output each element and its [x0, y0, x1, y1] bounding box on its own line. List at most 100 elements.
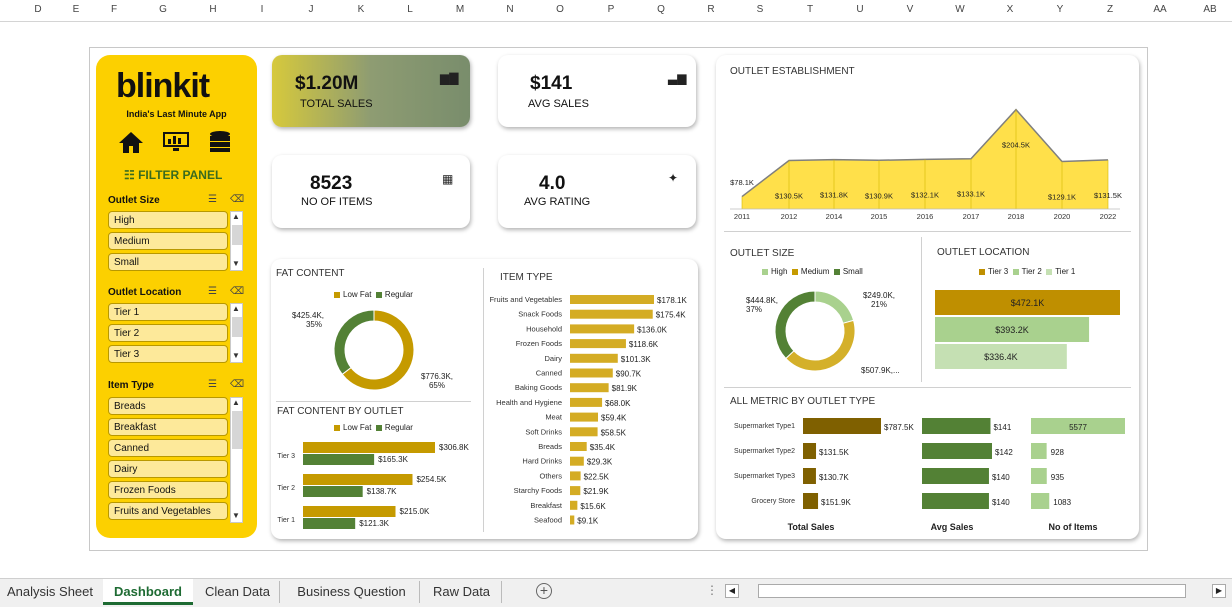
- clear-filter-icon[interactable]: ⌫: [230, 379, 245, 390]
- data-label: $15.6K: [580, 502, 606, 511]
- fat-by-outlet-title: FAT CONTENT BY OUTLET: [277, 406, 404, 417]
- slicer-item[interactable]: Breakfast: [108, 418, 228, 436]
- multi-select-icon[interactable]: ☰: [208, 286, 217, 297]
- slicer-item[interactable]: Dairy: [108, 460, 228, 478]
- row-label: Supermarket Type3: [734, 473, 795, 480]
- tick-label: 2020: [1054, 212, 1071, 221]
- column-header[interactable]: N: [506, 4, 514, 15]
- add-sheet-icon[interactable]: +: [536, 583, 552, 599]
- column-header[interactable]: F: [110, 4, 118, 15]
- slicer-item[interactable]: Tier 3: [108, 345, 228, 363]
- slicer-item[interactable]: Tier 2: [108, 324, 228, 342]
- data-label: $129.1K: [1048, 192, 1076, 201]
- tab-business-question[interactable]: Business Question: [284, 581, 420, 603]
- column-header[interactable]: I: [260, 4, 264, 15]
- scroll-up-icon[interactable]: ▲: [232, 398, 240, 407]
- column-header[interactable]: P: [607, 4, 615, 15]
- column-header[interactable]: W: [955, 4, 965, 15]
- scroll-thumb[interactable]: [232, 411, 242, 449]
- column-header[interactable]: G: [159, 4, 167, 15]
- column-header[interactable]: E: [72, 4, 80, 15]
- column-header[interactable]: R: [707, 4, 715, 15]
- scroll-up-icon[interactable]: ▲: [232, 212, 240, 221]
- scroll-right-icon[interactable]: ▶: [1212, 584, 1226, 598]
- tick-label: 2017: [963, 212, 980, 221]
- slicer-item[interactable]: Small: [108, 253, 228, 271]
- column-label: No of Items: [1048, 522, 1097, 532]
- clear-filter-icon[interactable]: ⌫: [230, 286, 245, 297]
- outlet-location-title: OUTLET LOCATION: [937, 247, 1030, 258]
- slicer-item[interactable]: High: [108, 211, 228, 229]
- column-header[interactable]: Y: [1056, 4, 1064, 15]
- tab-clean-data[interactable]: Clean Data: [196, 581, 280, 603]
- filter-panel-label: FILTER PANEL: [138, 168, 223, 182]
- clear-filter-icon[interactable]: ⌫: [230, 194, 245, 205]
- bar: [570, 471, 581, 481]
- area-line: [741, 108, 1109, 198]
- slicer-item[interactable]: Medium: [108, 232, 228, 250]
- data-label: $132.1K: [911, 190, 939, 199]
- column-header[interactable]: S: [756, 4, 764, 15]
- database-icon[interactable]: [208, 130, 232, 154]
- data-label: $178.1K: [657, 296, 687, 305]
- scroll-down-icon[interactable]: ▼: [232, 259, 240, 268]
- column-header[interactable]: U: [856, 4, 864, 15]
- dashboard-icon[interactable]: [162, 131, 190, 153]
- bar: [303, 454, 375, 465]
- slicer-scrollbar[interactable]: ▲ ▼: [230, 303, 243, 363]
- column-header[interactable]: V: [906, 4, 914, 15]
- filter-panel: blinkit India's Last Minute App ☷ FILTER…: [96, 55, 257, 538]
- tab-dashboard[interactable]: Dashboard: [103, 579, 193, 605]
- scroll-thumb[interactable]: [232, 317, 242, 337]
- bar: [803, 443, 817, 459]
- legend-low-fat: Low Fat: [343, 290, 372, 299]
- legend-high: High: [771, 267, 788, 276]
- bar: [922, 418, 991, 434]
- metric-by-outlet-chart: Supermarket Type1 $787.5K $141 5577 Supermar…: [734, 418, 1125, 532]
- tab-analysis-sheet[interactable]: Analysis Sheet: [7, 584, 93, 599]
- column-header[interactable]: K: [357, 4, 365, 15]
- column-header[interactable]: Q: [657, 4, 665, 15]
- size-small-label: $444.8K, 37%: [746, 296, 779, 314]
- slicer-item[interactable]: Fruits and Vegetables: [108, 502, 228, 520]
- column-header[interactable]: AA: [1153, 4, 1167, 15]
- column-header[interactable]: O: [556, 4, 564, 15]
- bar: [570, 500, 578, 510]
- slicer-item[interactable]: Frozen Foods: [108, 481, 228, 499]
- outlet-location-slicer-title: Outlet Location: [108, 287, 182, 298]
- category-label: Breakfast: [530, 501, 563, 510]
- more-options-icon[interactable]: ⋮: [706, 583, 718, 597]
- filter-icon: ☷: [124, 168, 139, 182]
- slicer-item[interactable]: Tier 1: [108, 303, 228, 321]
- data-label: $35.4K: [590, 443, 616, 452]
- scroll-thumb[interactable]: [232, 225, 242, 245]
- multi-select-icon[interactable]: ☰: [208, 379, 217, 390]
- column-header[interactable]: X: [1006, 4, 1014, 15]
- tab-raw-data[interactable]: Raw Data: [422, 581, 502, 603]
- column-header[interactable]: H: [209, 4, 217, 15]
- scroll-down-icon[interactable]: ▼: [232, 351, 240, 360]
- horizontal-scrollbar[interactable]: [758, 584, 1186, 598]
- data-label: $130.5K: [775, 192, 803, 201]
- scroll-left-icon[interactable]: ◀: [725, 584, 739, 598]
- home-icon[interactable]: [118, 130, 144, 154]
- data-label: 935: [1051, 473, 1065, 482]
- column-header[interactable]: T: [806, 4, 814, 15]
- kpi-total-sales: $1.20M TOTAL SALES ▆▇: [272, 55, 470, 127]
- column-header[interactable]: J: [308, 4, 314, 15]
- slicer-scrollbar[interactable]: ▲ ▼: [230, 211, 243, 271]
- tick-label: 2011: [734, 212, 750, 221]
- scroll-down-icon[interactable]: ▼: [232, 511, 240, 520]
- slicer-scrollbar[interactable]: ▲ ▼: [230, 397, 243, 523]
- scroll-up-icon[interactable]: ▲: [232, 304, 240, 313]
- slicer-item[interactable]: Breads: [108, 397, 228, 415]
- column-header[interactable]: AB: [1203, 4, 1217, 15]
- column-header[interactable]: M: [455, 4, 465, 15]
- slicer-item[interactable]: Canned: [108, 439, 228, 457]
- multi-select-icon[interactable]: ☰: [208, 194, 217, 205]
- column-header[interactable]: L: [407, 4, 413, 15]
- fat-content-legend: Low Fat Regular: [334, 290, 413, 299]
- column-header[interactable]: Z: [1106, 4, 1114, 15]
- column-header[interactable]: D: [34, 4, 42, 15]
- data-label: $78.1K: [730, 178, 754, 187]
